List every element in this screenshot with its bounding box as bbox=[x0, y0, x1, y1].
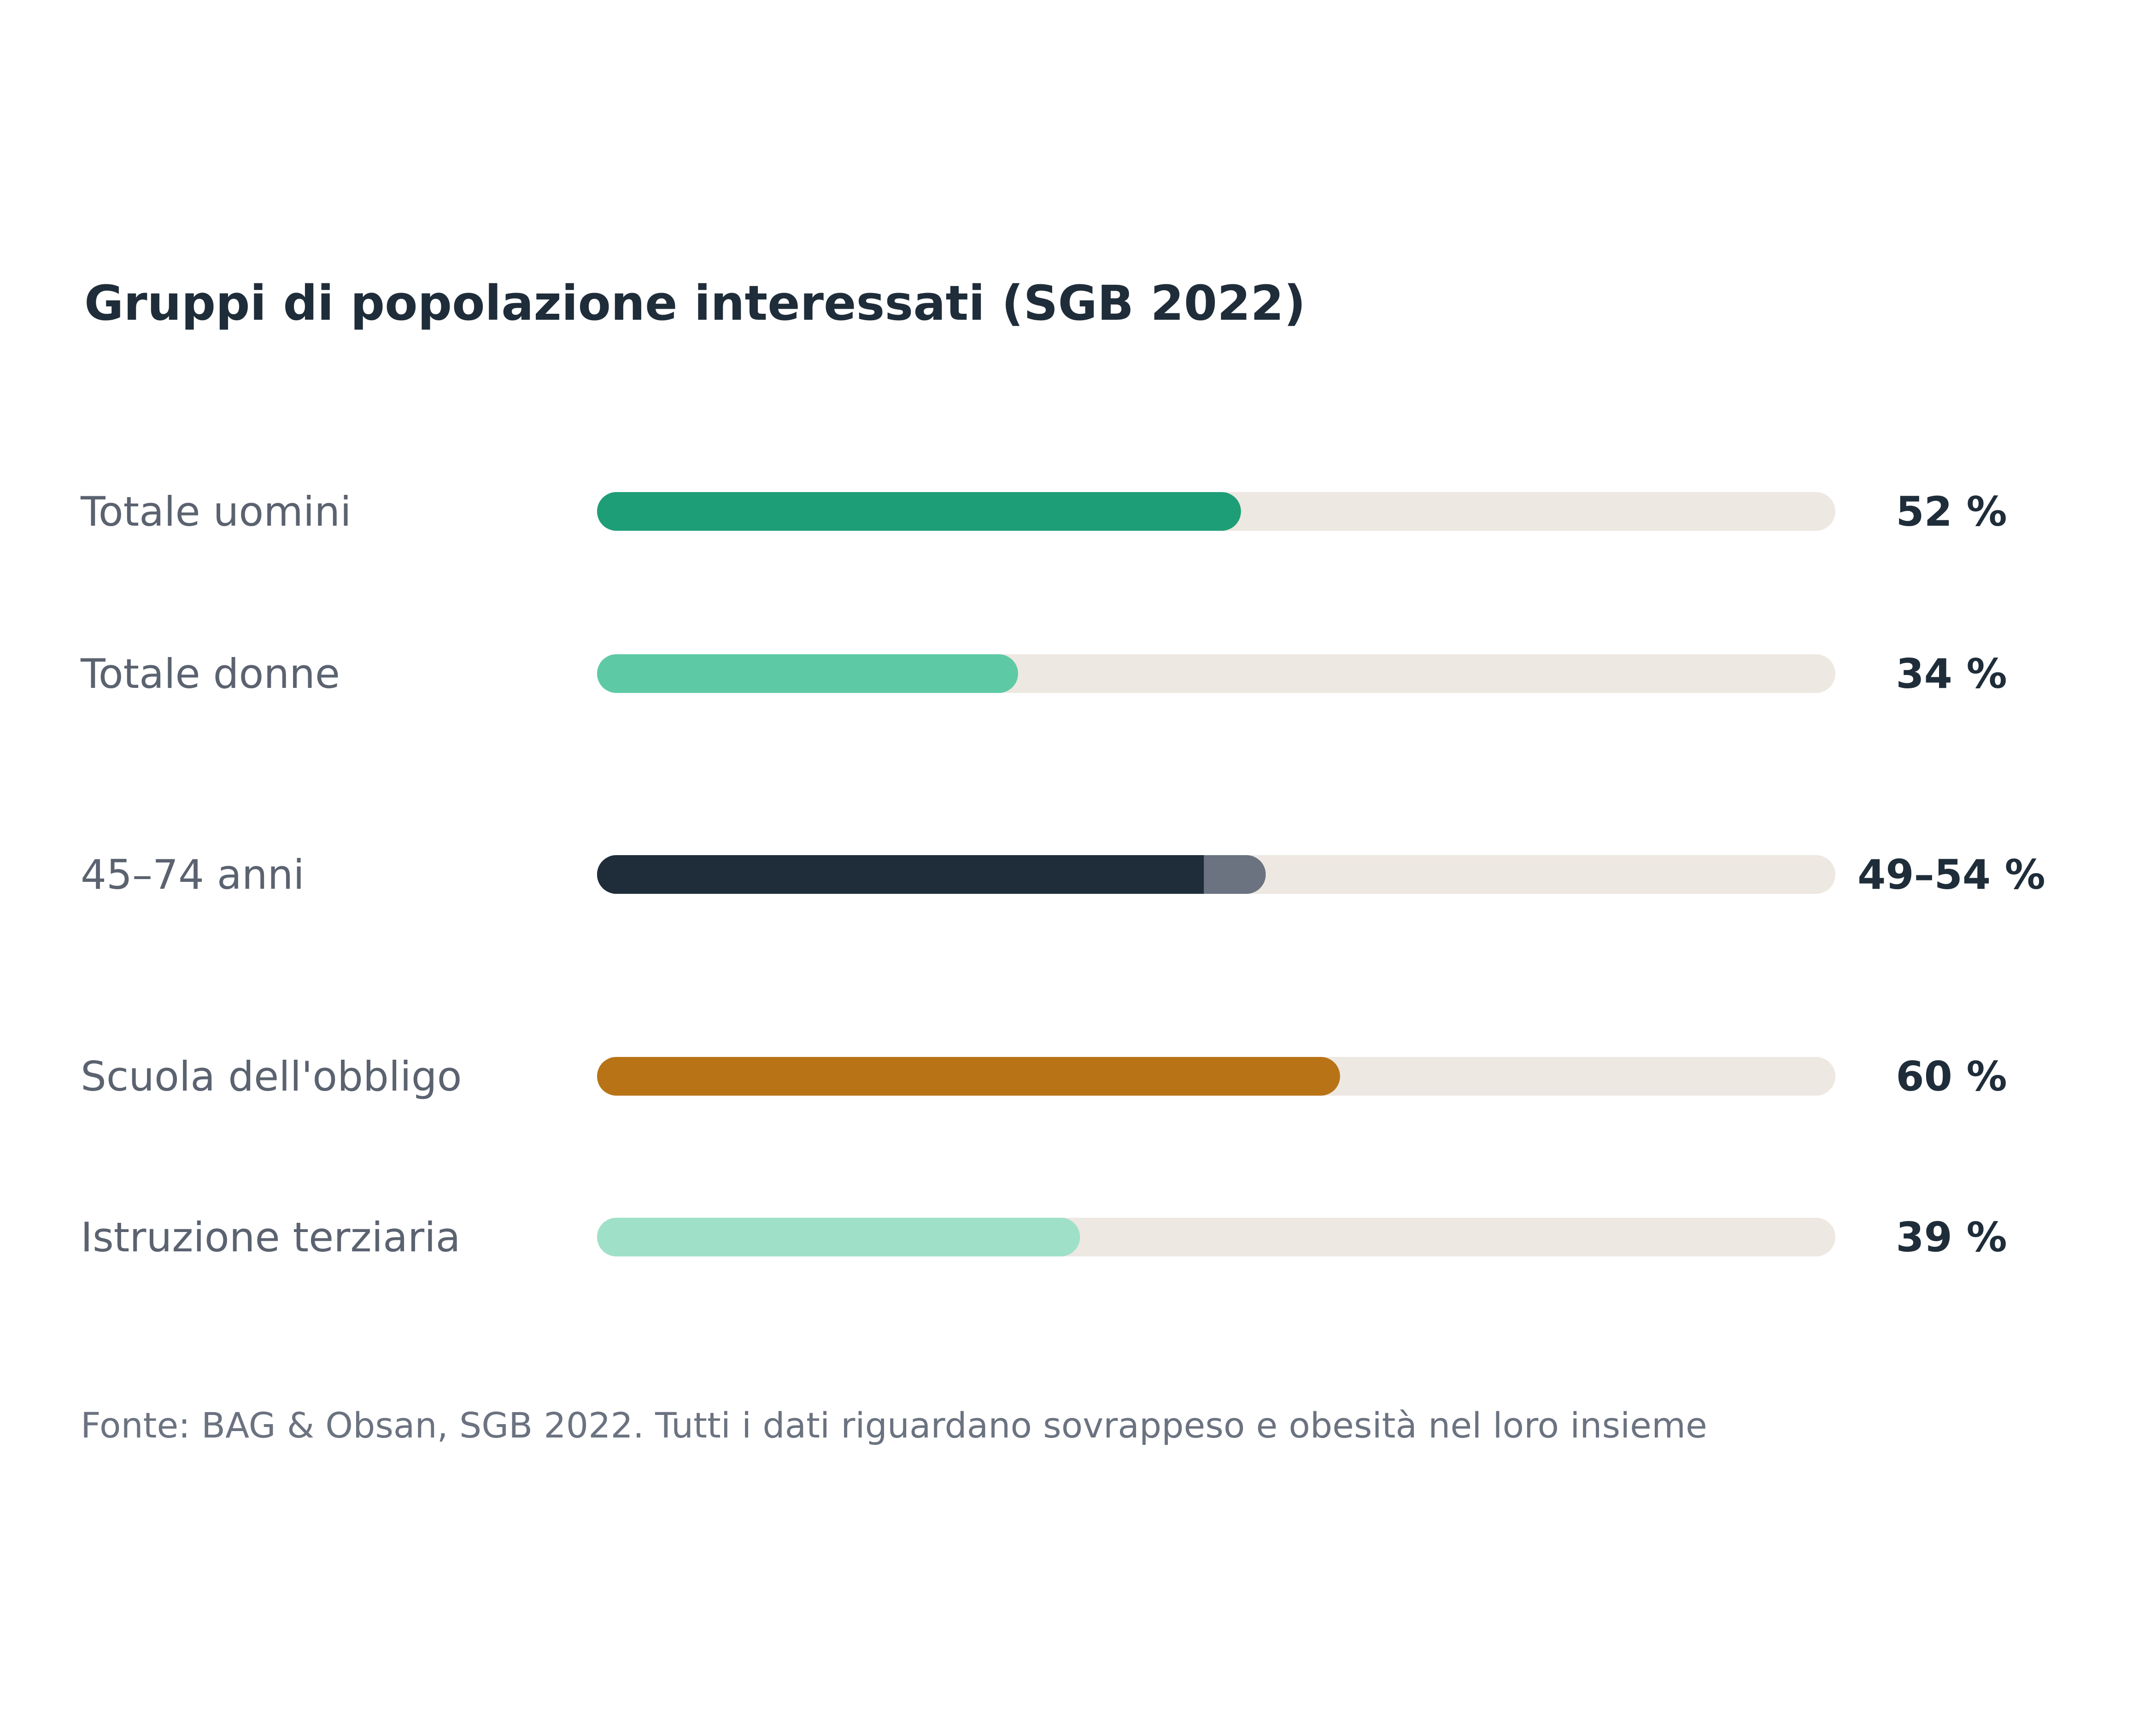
bar-fill bbox=[597, 1218, 1080, 1256]
bar-rows: Totale uomini 52 % Totale donne 34 % 45–74 a… bbox=[80, 488, 2045, 1261]
row-label: Scuola dell'obbligo bbox=[81, 1053, 462, 1100]
value-label: 39 % bbox=[1896, 1214, 2007, 1261]
source-note: Fonte: BAG & Obsan, SGB 2022. Tutti i da… bbox=[81, 1405, 1707, 1446]
value-label: 34 % bbox=[1896, 650, 2007, 698]
value-label: 60 % bbox=[1896, 1053, 2007, 1100]
bar-row: Istruzione terziaria 39 % bbox=[81, 1214, 2007, 1261]
value-label: 52 % bbox=[1896, 488, 2007, 535]
row-label: Totale uomini bbox=[80, 488, 352, 535]
bar-fill bbox=[597, 654, 1018, 693]
bar-fill bbox=[597, 492, 1241, 531]
row-label: Istruzione terziaria bbox=[81, 1214, 461, 1261]
bar-row: Scuola dell'obbligo 60 % bbox=[81, 1053, 2007, 1100]
bar-fill bbox=[597, 1057, 1340, 1096]
bar-row: Totale donne 34 % bbox=[80, 650, 2007, 698]
chart-title: Gruppi di popolazione interessati (SGB 2… bbox=[84, 275, 1306, 331]
bar-row: Totale uomini 52 % bbox=[80, 488, 2007, 535]
row-label: Totale donne bbox=[80, 650, 340, 698]
bar-row: 45–74 anni 49–54 % bbox=[81, 851, 2045, 898]
bar-range-lower bbox=[597, 855, 1204, 894]
value-label: 49–54 % bbox=[1857, 851, 2045, 898]
row-label: 45–74 anni bbox=[81, 851, 305, 898]
